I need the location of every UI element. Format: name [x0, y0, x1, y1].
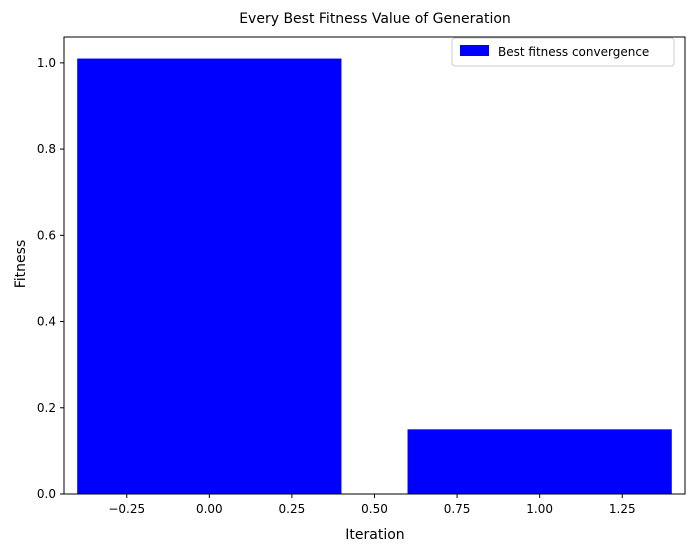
legend-label: Best fitness convergence	[498, 45, 649, 59]
x-tick-label: 0.75	[444, 502, 471, 516]
y-axis-label: Fitness	[13, 240, 29, 289]
chart-title: Every Best Fitness Value of Generation	[239, 11, 511, 27]
legend-frame	[451, 37, 675, 67]
bar-0	[77, 58, 342, 494]
axes-layer: −0.25 0.00 0.25 0.50 0.75 1.00 1.25 0.0 0.2 0.4 0.…	[37, 36, 686, 516]
y-tick-label: 0.0	[37, 487, 56, 501]
y-tick-label: 0.8	[37, 142, 56, 156]
y-tick-label: 0.6	[37, 228, 56, 242]
x-tick-label: 0.25	[279, 502, 306, 516]
y-tick-label: 0.2	[37, 401, 56, 415]
bars-layer	[77, 58, 672, 494]
y-tick-label: 0.4	[37, 315, 56, 329]
x-tick-label: −0.25	[108, 502, 145, 516]
x-tick-label: 0.00	[196, 502, 223, 516]
x-tick-label: 1.25	[609, 502, 636, 516]
legend: Best fitness convergence	[451, 37, 675, 67]
y-tick-label: 1.0	[37, 56, 56, 70]
x-tick-label: 1.00	[526, 502, 553, 516]
legend-swatch	[460, 45, 489, 56]
bar-1	[407, 429, 672, 494]
x-tick-label: 0.50	[361, 502, 388, 516]
x-axis-label: Iteration	[345, 527, 404, 543]
